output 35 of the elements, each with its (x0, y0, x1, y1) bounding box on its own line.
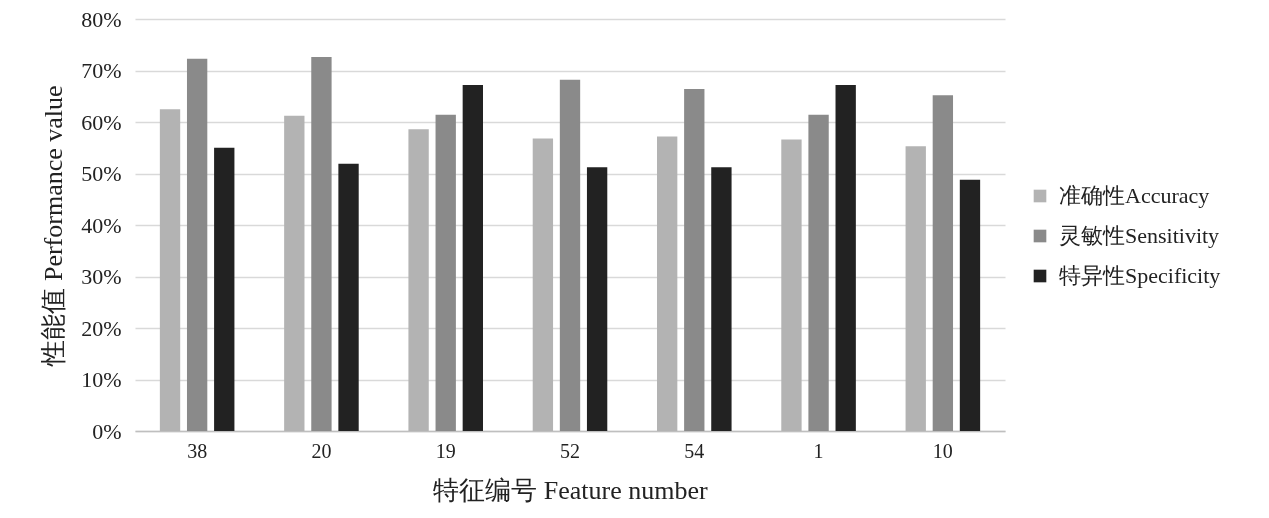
bar (586, 167, 608, 431)
bar (959, 179, 981, 431)
y-tick-label: 80% (81, 6, 122, 32)
x-tick-label: 10 (932, 439, 953, 462)
y-tick-label: 0% (92, 418, 122, 444)
y-tick-label: 20% (81, 315, 122, 341)
bar (559, 79, 581, 431)
x-tick-label: 54 (684, 439, 705, 462)
y-tick-label: 70% (81, 58, 122, 83)
bar (808, 114, 829, 431)
bar (932, 95, 954, 431)
y-tick-label: 60% (81, 109, 122, 135)
y-axis-title: 性能值 Performance value (39, 85, 69, 367)
legend-label: 灵敏性Sensitivity (1059, 223, 1220, 248)
x-tick-label: 1 (813, 439, 824, 462)
bar (435, 114, 456, 431)
y-tick-label: 30% (81, 264, 122, 289)
bar (684, 89, 705, 431)
bar (711, 167, 732, 431)
x-tick-label: 20 (311, 439, 332, 462)
bar (311, 57, 332, 431)
legend-label: 特异性Specificity (1059, 263, 1221, 288)
bar (835, 84, 856, 431)
y-tick-label: 50% (81, 161, 122, 186)
bar (462, 84, 483, 431)
x-tick-label: 19 (435, 439, 456, 462)
legend-label: 准确性Accuracy (1059, 183, 1210, 208)
bar (338, 163, 359, 431)
x-axis-title: 特征编号 Feature number (433, 475, 709, 505)
bar (186, 58, 208, 431)
y-tick-label: 10% (81, 367, 122, 392)
x-tick-label: 38 (187, 439, 208, 462)
x-tick-label: 52 (560, 439, 580, 462)
bar (214, 147, 235, 431)
y-tick-label: 40% (81, 212, 122, 238)
